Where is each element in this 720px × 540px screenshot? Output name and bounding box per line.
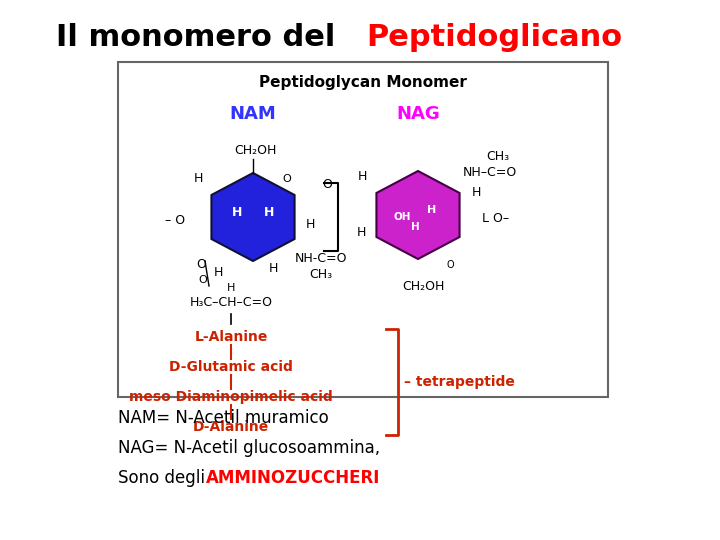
Text: H: H <box>428 205 436 215</box>
Text: Peptidoglicano: Peptidoglicano <box>366 24 622 52</box>
Text: NAG: NAG <box>396 105 440 123</box>
Text: Sono degli: Sono degli <box>118 469 210 487</box>
Text: O: O <box>446 260 454 270</box>
Text: H: H <box>232 206 242 219</box>
Text: AMMINOZUCCHERI: AMMINOZUCCHERI <box>206 469 380 487</box>
Text: H: H <box>357 171 366 184</box>
Text: CH₃: CH₃ <box>310 268 333 281</box>
Text: H: H <box>213 266 222 279</box>
Text: H: H <box>193 172 203 186</box>
Text: H: H <box>305 219 315 232</box>
Text: D-Glutamic acid: D-Glutamic acid <box>169 360 293 374</box>
Polygon shape <box>212 173 294 261</box>
Text: H: H <box>227 283 235 293</box>
Text: NH-C=O: NH-C=O <box>294 253 347 266</box>
Text: – O: – O <box>165 214 185 227</box>
Text: H: H <box>264 206 274 219</box>
Text: meso Diaminopimelic acid: meso Diaminopimelic acid <box>129 390 333 404</box>
Text: NAM: NAM <box>230 105 276 123</box>
Text: H: H <box>269 262 278 275</box>
Text: NH–C=O: NH–C=O <box>463 166 517 179</box>
Text: OH: OH <box>393 212 410 222</box>
Text: H₃C–CH–C=O: H₃C–CH–C=O <box>189 295 272 308</box>
Text: H: H <box>356 226 366 240</box>
Text: NAM= N-Acetil muramico: NAM= N-Acetil muramico <box>118 409 329 427</box>
Text: O: O <box>323 179 333 192</box>
Text: CH₂OH: CH₂OH <box>402 280 444 294</box>
Text: L-Alanine: L-Alanine <box>194 330 268 344</box>
Text: L O–: L O– <box>482 213 510 226</box>
Text: NAG= N-Acetil glucosoammina,: NAG= N-Acetil glucosoammina, <box>118 439 380 457</box>
Polygon shape <box>377 171 459 259</box>
Text: H: H <box>410 222 419 232</box>
Text: – tetrapeptide: – tetrapeptide <box>404 375 515 389</box>
Text: CH₂OH: CH₂OH <box>234 145 276 158</box>
Text: D-Alanine: D-Alanine <box>193 420 269 434</box>
Text: O: O <box>199 275 207 285</box>
Text: O: O <box>283 174 292 184</box>
Text: CH₃: CH₃ <box>487 151 510 164</box>
Text: O: O <box>196 259 206 272</box>
Text: Il monomero del: Il monomero del <box>56 24 346 52</box>
Text: H: H <box>472 186 481 199</box>
Text: Peptidoglycan Monomer: Peptidoglycan Monomer <box>259 75 467 90</box>
Bar <box>118 62 608 397</box>
